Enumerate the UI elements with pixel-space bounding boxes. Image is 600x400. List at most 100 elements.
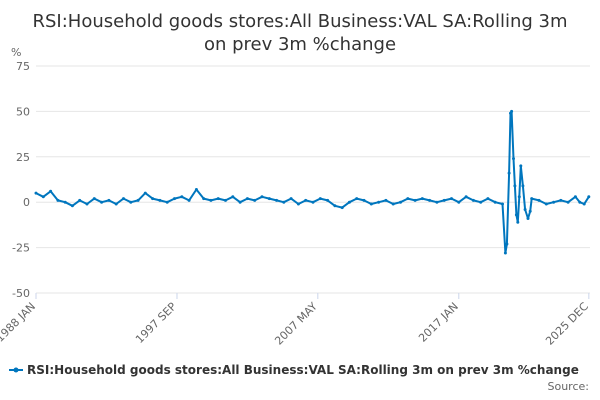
y-tick-label: -50 xyxy=(12,287,30,300)
data-point[interactable] xyxy=(464,195,468,199)
data-point[interactable] xyxy=(85,202,89,206)
data-point[interactable] xyxy=(435,200,439,204)
data-point[interactable] xyxy=(420,197,424,201)
data-point[interactable] xyxy=(173,197,176,201)
data-point[interactable] xyxy=(107,198,111,202)
data-point[interactable] xyxy=(333,204,337,208)
data-point[interactable] xyxy=(209,198,213,202)
data-point[interactable] xyxy=(566,200,570,204)
data-point[interactable] xyxy=(413,198,417,202)
data-point[interactable] xyxy=(450,197,453,201)
data-point[interactable] xyxy=(289,197,293,201)
data-point[interactable] xyxy=(510,109,514,113)
data-point[interactable] xyxy=(304,198,308,202)
data-point[interactable] xyxy=(180,195,184,199)
data-point[interactable] xyxy=(100,200,104,204)
data-point[interactable] xyxy=(559,198,563,202)
data-point[interactable] xyxy=(143,191,147,195)
data-point[interactable] xyxy=(519,164,523,168)
data-point[interactable] xyxy=(399,200,402,204)
data-point[interactable] xyxy=(275,198,279,202)
data-point[interactable] xyxy=(41,195,45,199)
data-point[interactable] xyxy=(231,195,235,199)
data-point[interactable] xyxy=(260,195,264,199)
data-point[interactable] xyxy=(245,197,249,201)
x-tick-label: 1988 JAN xyxy=(0,300,38,345)
chart-title-line-2: on prev 3m %change xyxy=(204,34,396,55)
data-point[interactable] xyxy=(122,197,125,201)
data-point[interactable] xyxy=(493,200,497,204)
data-point[interactable] xyxy=(528,209,532,213)
data-point[interactable] xyxy=(587,195,591,199)
data-point[interactable] xyxy=(582,202,586,206)
data-point[interactable] xyxy=(296,202,300,206)
x-tick-label: 2007 MAY xyxy=(272,300,320,348)
data-point[interactable] xyxy=(216,197,220,201)
data-point[interactable] xyxy=(282,200,286,204)
x-tick-label: 2017 JAN xyxy=(416,300,461,345)
data-point[interactable] xyxy=(512,157,515,161)
data-point[interactable] xyxy=(63,200,67,204)
data-point[interactable] xyxy=(552,200,556,204)
data-point[interactable] xyxy=(384,198,388,202)
data-point[interactable] xyxy=(151,197,155,201)
data-point[interactable] xyxy=(514,213,518,217)
data-point[interactable] xyxy=(523,208,527,211)
data-point[interactable] xyxy=(56,198,60,202)
data-point[interactable] xyxy=(224,198,227,202)
data-point[interactable] xyxy=(517,195,521,199)
data-point[interactable] xyxy=(347,200,351,204)
data-point[interactable] xyxy=(355,197,359,201)
data-point[interactable] xyxy=(505,242,509,246)
data-point[interactable] xyxy=(507,171,511,175)
data-point[interactable] xyxy=(194,188,198,191)
data-point[interactable] xyxy=(526,217,530,220)
data-point[interactable] xyxy=(406,197,410,201)
data-point[interactable] xyxy=(442,198,446,202)
data-point[interactable] xyxy=(501,202,504,206)
data-point[interactable] xyxy=(369,202,373,206)
data-point[interactable] xyxy=(92,197,96,201)
data-point[interactable] xyxy=(486,197,490,201)
data-point[interactable] xyxy=(530,197,534,201)
data-point[interactable] xyxy=(516,220,520,224)
data-point[interactable] xyxy=(521,184,525,188)
data-point[interactable] xyxy=(340,206,344,210)
y-tick-label: 75 xyxy=(16,60,30,73)
data-point[interactable] xyxy=(377,200,381,204)
data-point[interactable] xyxy=(129,200,133,204)
data-point[interactable] xyxy=(267,197,271,201)
data-point[interactable] xyxy=(537,198,541,202)
data-point[interactable] xyxy=(78,198,82,202)
series-line[interactable] xyxy=(35,110,590,254)
data-point[interactable] xyxy=(136,198,140,202)
data-point[interactable] xyxy=(544,202,548,206)
data-point[interactable] xyxy=(114,202,118,206)
data-point[interactable] xyxy=(34,191,38,195)
data-point[interactable] xyxy=(70,204,74,208)
data-point[interactable] xyxy=(253,198,257,202)
data-point[interactable] xyxy=(165,200,169,204)
data-point[interactable] xyxy=(479,200,483,204)
data-point[interactable] xyxy=(573,195,577,199)
data-point[interactable] xyxy=(158,198,162,202)
data-point[interactable] xyxy=(202,197,206,201)
data-point[interactable] xyxy=(311,200,315,204)
data-point[interactable] xyxy=(428,198,432,202)
legend[interactable]: RSI:Household goods stores:All Business:… xyxy=(9,363,579,377)
data-point[interactable] xyxy=(578,200,582,204)
data-point[interactable] xyxy=(318,197,322,201)
data-point[interactable] xyxy=(513,184,517,188)
data-point[interactable] xyxy=(326,198,330,202)
data-point[interactable] xyxy=(503,251,507,255)
data-point[interactable] xyxy=(457,200,461,204)
data-point[interactable] xyxy=(49,189,53,193)
data-point[interactable] xyxy=(471,198,475,202)
data-point[interactable] xyxy=(187,198,191,202)
legend-marker-swatch xyxy=(13,367,19,373)
chart-title-line-1: RSI:Household goods stores:All Business:… xyxy=(32,11,567,32)
data-point[interactable] xyxy=(238,200,242,204)
source-label: Source: xyxy=(548,380,590,393)
data-point[interactable] xyxy=(362,198,366,202)
data-point[interactable] xyxy=(391,202,395,206)
